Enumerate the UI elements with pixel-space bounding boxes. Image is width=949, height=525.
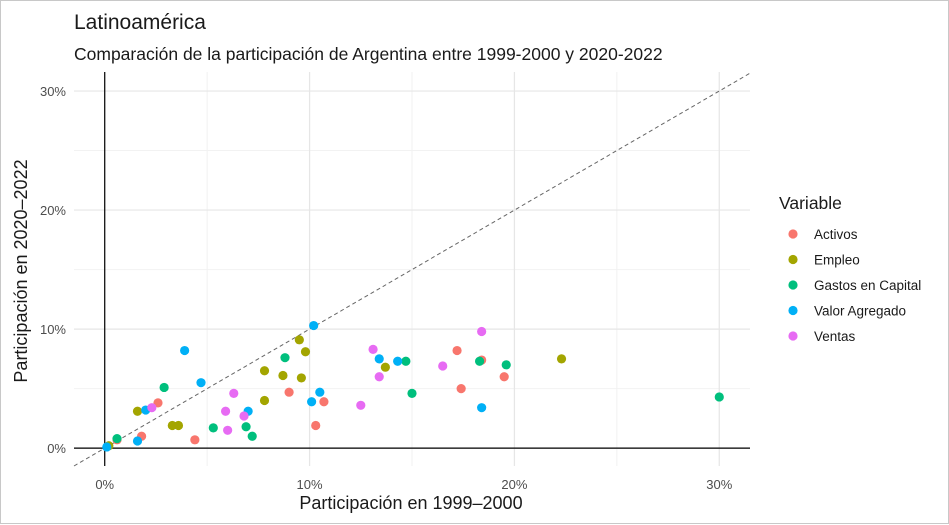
point-valor-agregado [132, 436, 143, 446]
legend-key-activos [788, 229, 798, 239]
axes [73, 72, 751, 467]
point-gastos-en-capital [159, 382, 169, 393]
point-ventas [229, 388, 239, 398]
point-activos [456, 384, 466, 394]
point-ventas [477, 326, 487, 337]
legend-key-ventas [788, 331, 798, 341]
point-valor-agregado [393, 356, 403, 366]
point-ventas [220, 406, 231, 416]
point-valor-agregado [102, 442, 112, 452]
point-empleo [259, 366, 270, 376]
legend-label-valor-agregado: Valor Agregado [814, 304, 906, 319]
point-empleo [380, 362, 390, 372]
x-tick-label: 10% [297, 477, 323, 492]
point-gastos-en-capital [241, 422, 251, 432]
point-gastos-en-capital [475, 356, 485, 366]
point-gastos-en-capital [501, 360, 511, 370]
legend-key-empleo [788, 254, 798, 265]
point-ventas [438, 361, 448, 371]
y-axis-title: Participación en 2020–2022 [11, 159, 31, 382]
y-tick-label: 30% [40, 84, 66, 99]
point-valor-agregado [374, 354, 384, 364]
gridlines [74, 72, 750, 466]
point-valor-agregado [309, 320, 319, 331]
x-tick-label: 0% [95, 477, 114, 492]
legend-label-gastos-en-capital: Gastos en Capital [814, 278, 921, 293]
legend-key-valor-agregado [788, 305, 798, 316]
point-activos [284, 387, 294, 397]
point-ventas [223, 425, 233, 435]
x-axis-title: Participación en 1999–2000 [299, 493, 522, 513]
legend-title: Variable [779, 193, 842, 213]
point-activos [499, 372, 509, 382]
point-valor-agregado [180, 345, 190, 356]
point-gastos-en-capital [280, 353, 290, 363]
point-ventas [147, 403, 157, 413]
point-activos [319, 397, 329, 407]
y-tick-label: 20% [40, 203, 66, 218]
reference-line-45deg [73, 72, 751, 467]
point-ventas [239, 411, 249, 421]
point-empleo [294, 335, 304, 345]
point-gastos-en-capital [247, 431, 257, 441]
x-tick-label: 30% [706, 477, 732, 492]
data-points [102, 320, 724, 452]
point-ventas [356, 400, 366, 410]
point-gastos-en-capital [401, 356, 411, 366]
chart-subtitle: Comparación de la participación de Argen… [74, 44, 663, 64]
point-ventas [374, 372, 384, 382]
point-empleo [259, 395, 270, 406]
point-valor-agregado [315, 387, 325, 397]
point-valor-agregado [477, 403, 487, 413]
legend-key-gastos-en-capital [788, 280, 798, 290]
chart-title: Latinoamérica [74, 11, 206, 34]
point-empleo [556, 354, 567, 364]
y-tick-label: 10% [40, 322, 66, 337]
legend-label-ventas: Ventas [814, 329, 856, 344]
legend: Activos Empleo Gastos en Capital Valor Agre… [788, 227, 921, 344]
point-gastos-en-capital [112, 434, 122, 444]
point-activos [190, 435, 200, 445]
point-gastos-en-capital [714, 392, 724, 402]
point-gastos-en-capital [407, 388, 417, 398]
point-empleo [300, 347, 311, 357]
legend-label-activos: Activos [814, 227, 858, 242]
x-tick-label: 20% [501, 477, 527, 492]
y-tick-label: 0% [47, 441, 66, 456]
point-empleo [132, 406, 143, 416]
point-valor-agregado [307, 397, 317, 407]
legend-label-empleo: Empleo [814, 253, 860, 268]
point-activos [452, 345, 462, 356]
point-ventas [368, 344, 378, 354]
point-empleo [296, 373, 306, 383]
point-activos [311, 420, 321, 431]
point-empleo [278, 370, 288, 381]
point-empleo [173, 420, 184, 431]
point-valor-agregado [196, 378, 206, 388]
point-gastos-en-capital [208, 423, 218, 433]
tick-labels: 0% 10% 20% 30% 0% 10% 20% 30% [40, 84, 733, 492]
